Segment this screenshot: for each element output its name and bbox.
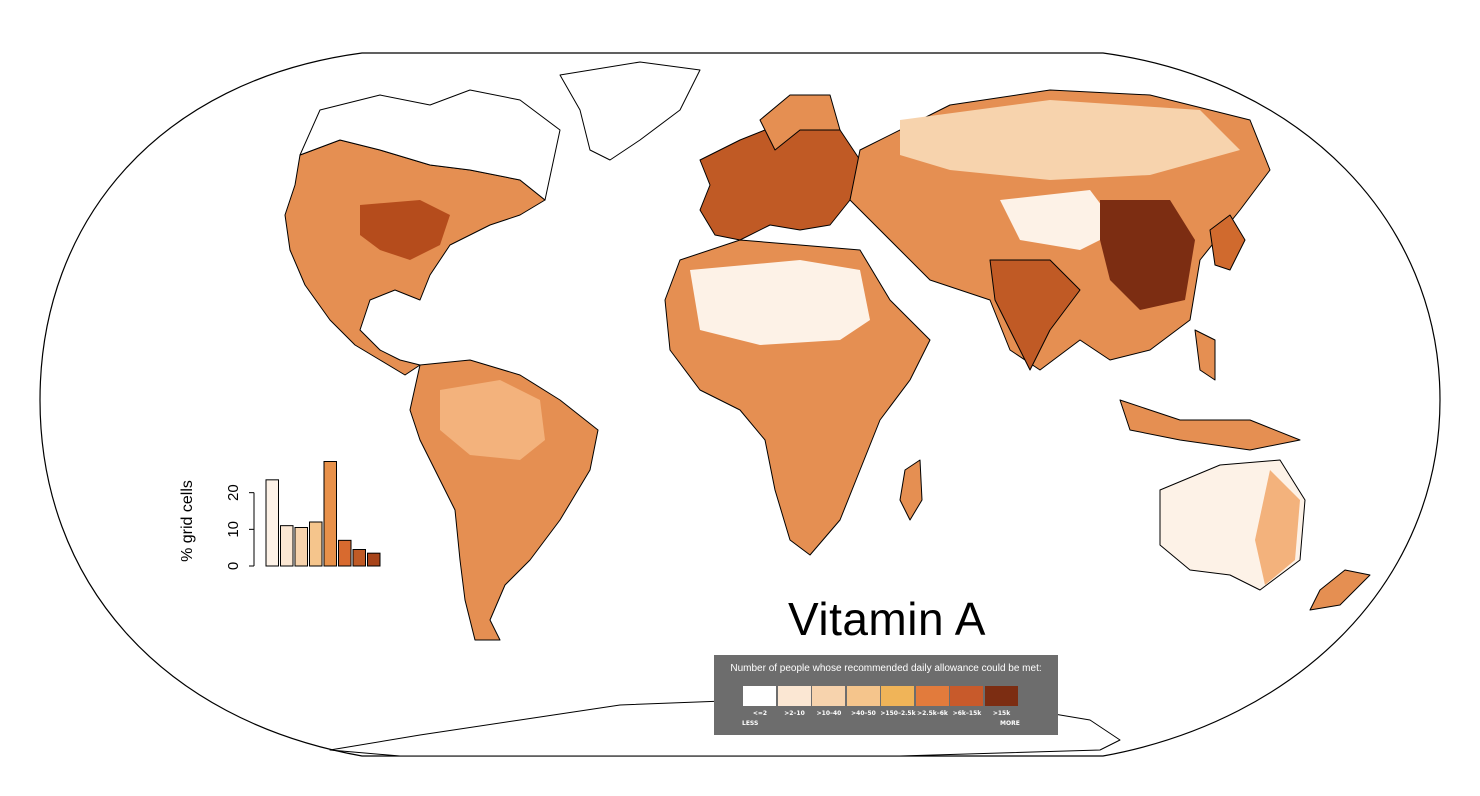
sahara: [690, 260, 870, 345]
legend-swatch: [777, 686, 811, 706]
hist-bar: [294, 527, 308, 567]
central-asia-light: [1000, 190, 1120, 250]
legend-swatch: [984, 686, 1018, 706]
legend-tick-label: >15k: [992, 710, 1011, 717]
histogram: 0 10 20 % grid cells: [179, 461, 381, 570]
indonesia: [1119, 399, 1301, 451]
legend-swatch: [950, 686, 983, 706]
legend-tick-label: >40–50: [851, 710, 876, 717]
legend-tick-label: >2.5k–6k: [917, 710, 948, 717]
siberia-light: [900, 100, 1240, 180]
hist-bar: [367, 552, 381, 567]
legend-swatch: [812, 686, 845, 706]
map-frame: [39, 52, 1441, 757]
legend-tick-label: >10–40: [816, 710, 842, 717]
map-title: Vitamin A: [788, 593, 986, 645]
philippines: [1194, 329, 1216, 381]
amazon-light: [440, 380, 545, 460]
hist-bar: [352, 549, 366, 567]
legend-swatch: [881, 686, 914, 706]
legend-caption: Number of people whose recommended daily…: [730, 663, 1042, 674]
hist-y-tick-label: 10: [225, 521, 242, 538]
legend-swatch: [743, 686, 776, 706]
legend-tick-label: >2–10: [784, 710, 805, 717]
legend-swatch: [846, 686, 880, 706]
canada-arctic: [299, 89, 561, 201]
hist-bar: [323, 461, 337, 567]
greenland: [559, 61, 701, 161]
new-zealand: [1309, 569, 1371, 611]
legend-tick-label: <=2: [752, 710, 768, 717]
hist-y-label: % grid cells: [179, 480, 196, 562]
legend-tick-label: >6k–15k: [952, 710, 982, 717]
australia-east: [1255, 470, 1300, 585]
legend-tick-label: >150–2.5k: [880, 710, 916, 717]
scandinavia: [759, 94, 841, 151]
legend-swatch: [915, 686, 949, 706]
legend-more-label: MORE: [1000, 720, 1020, 727]
hist-bar: [338, 539, 352, 567]
china-dark: [1100, 200, 1195, 310]
hist-y-tick-label: 20: [225, 484, 242, 501]
legend-less-label: LESS: [742, 720, 759, 727]
hist-bar: [280, 525, 294, 567]
legend: Number of people whose recommended daily…: [714, 655, 1058, 735]
india: [989, 259, 1081, 371]
hist-bar: [309, 521, 323, 567]
hist-bar: [265, 479, 279, 567]
us-dark: [360, 200, 450, 260]
madagascar: [899, 459, 923, 521]
hist-y-tick-label: 0: [225, 562, 242, 570]
japan: [1209, 214, 1246, 271]
